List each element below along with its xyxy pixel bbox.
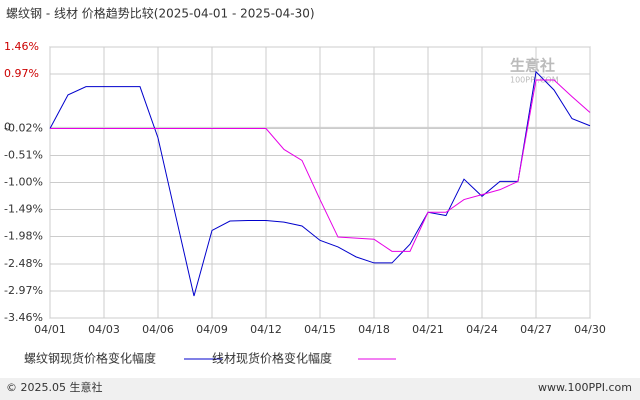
legend-label: 线材现货价格变化幅度 [212,351,332,366]
footer-bg [0,378,640,400]
y-tick-label: -2.48% [4,257,43,270]
y-tick-label: -1.98% [4,229,43,242]
x-tick-label: 04/03 [88,323,120,336]
y-tick-label: -1.00% [4,176,43,189]
footer-left: © 2025.05 生意社 [6,380,102,394]
x-tick-label: 04/24 [466,323,498,336]
legend-label: 螺纹钢现货价格变化幅度 [24,351,156,366]
chart-title: 螺纹钢 - 线材 价格趋势比较(2025-04-01 - 2025-04-30) [6,6,315,21]
x-tick-label: 04/01 [34,323,66,336]
y-tick-label: -1.49% [4,202,43,215]
series-line [49,70,591,297]
x-tick-label: 04/12 [250,323,282,336]
watermark: 生意社 [510,57,555,75]
x-tick-label: 04/30 [574,323,606,336]
y-tick-label: 0.97% [4,67,39,80]
y-tick-label: 0 [4,120,11,133]
series-line [50,79,591,252]
x-tick-label: 04/18 [358,323,390,336]
y-tick-label: -3.46% [4,311,43,324]
y-tick-label: -0.02% [4,122,43,135]
y-tick-label: 1.46% [4,40,39,53]
y-tick-label: -0.51% [4,149,43,162]
x-tick-label: 04/21 [412,323,444,336]
y-tick-label: -2.97% [4,284,43,297]
x-tick-label: 04/09 [196,323,228,336]
footer-right: www.100PPI.com [538,381,632,394]
x-tick-label: 04/06 [142,323,174,336]
x-tick-label: 04/15 [304,323,336,336]
x-tick-label: 04/27 [520,323,552,336]
